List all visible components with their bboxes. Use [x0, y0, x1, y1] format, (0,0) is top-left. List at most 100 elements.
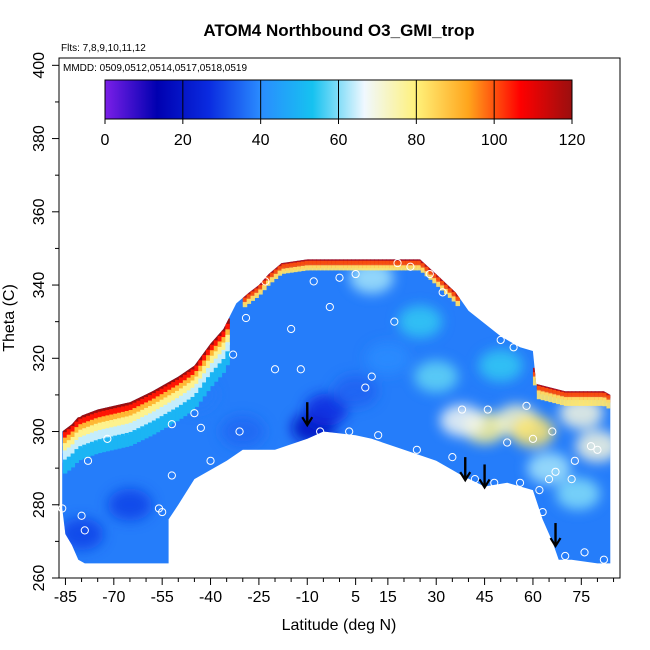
field-top-band [221, 359, 226, 373]
field-top-band [167, 395, 172, 406]
field-top-band [109, 427, 114, 440]
sample-point [241, 313, 251, 323]
field-top-band [209, 355, 215, 366]
field-top-band [155, 385, 161, 394]
field-top-band [351, 260, 356, 269]
field-top-band [221, 337, 226, 346]
field-top-band [217, 335, 223, 345]
field-top-band [151, 387, 157, 396]
field-blob [414, 360, 459, 393]
field-top-band [186, 390, 192, 403]
field-top-band [62, 437, 68, 447]
field-top-band [374, 265, 379, 271]
sample-point [483, 405, 492, 414]
field-top-band [62, 426, 68, 436]
field-top-band [606, 390, 611, 399]
flight-arrow [478, 464, 491, 490]
field-top-band [351, 265, 356, 271]
field-top-band [78, 424, 83, 433]
field-top-band [579, 392, 584, 401]
field-top-band [190, 369, 196, 378]
field-top-band [171, 387, 176, 396]
field-top-band [182, 402, 188, 417]
field-top-band [93, 440, 99, 455]
field-top-band [140, 426, 145, 441]
field-top-band [128, 409, 134, 419]
field-top-band [198, 365, 203, 375]
field-top-band [556, 390, 561, 399]
field-blob [556, 477, 601, 510]
field-top-band [443, 284, 449, 292]
field-top-band [213, 334, 219, 344]
field-top-band [378, 265, 383, 271]
field-top-band [159, 394, 165, 403]
field-top-band [347, 260, 352, 269]
field-blob [440, 404, 485, 437]
sample-point [167, 471, 176, 480]
sample-point [261, 277, 270, 286]
y-tick-label: 340 [31, 272, 48, 299]
field-blob [62, 518, 104, 551]
field-top-band [101, 429, 107, 442]
field-top-band [405, 265, 410, 271]
sample-point [351, 269, 360, 279]
sample-point [374, 431, 383, 440]
field-top-band [206, 360, 211, 371]
sample-point [180, 500, 189, 509]
field-top-band [436, 281, 441, 287]
field-top-band [147, 413, 153, 426]
field-top-band [93, 423, 99, 435]
field-top-band [579, 397, 584, 406]
field-top-band [213, 340, 219, 349]
field-top-band [113, 435, 118, 450]
sample-point [167, 420, 176, 429]
field-top-band [213, 367, 219, 382]
field-top-band [217, 363, 223, 378]
sample-point [457, 405, 467, 414]
field-top-band [209, 339, 215, 348]
field-top-band [182, 393, 188, 406]
field-top-band [563, 397, 569, 406]
sample-point [316, 427, 325, 436]
field-top-band [78, 437, 83, 450]
field-top-band [583, 388, 588, 396]
field-top-band [163, 380, 168, 390]
field-top-band [97, 422, 103, 433]
field-top-band [217, 346, 223, 358]
field-top-band [540, 391, 546, 401]
field-top-band [171, 382, 176, 391]
sample-point [325, 302, 334, 312]
field-top-band [198, 371, 203, 382]
field-top-band [144, 415, 149, 428]
field-top-band [217, 354, 223, 367]
field-top-band [281, 259, 286, 268]
field-top-band [225, 323, 230, 333]
field-top-band [567, 397, 573, 406]
field-top-band [339, 265, 344, 271]
field-top-band [136, 395, 141, 404]
field-blob [333, 375, 378, 408]
x-axis: -85 -70 -55 -40 -25 -10 5 15 30 45 60 75 [54, 578, 615, 606]
field-top-band [552, 385, 557, 393]
field-top-band [225, 334, 230, 346]
field-top-band [277, 270, 283, 276]
sample-point [593, 445, 602, 454]
sample-point [67, 390, 76, 400]
field-top-band [397, 265, 403, 271]
field-top-band [128, 404, 134, 413]
field-top-band [424, 266, 430, 275]
field-top-band [206, 344, 211, 353]
field-top-band [132, 408, 137, 417]
field-top-band [242, 297, 248, 305]
field-top-band [606, 395, 611, 403]
field-top-band [186, 383, 192, 394]
field-top-band [74, 439, 79, 453]
field-top-band [136, 406, 141, 415]
field-top-band [109, 420, 114, 431]
field-top-band [132, 397, 137, 406]
field-top-band [262, 280, 267, 288]
field-top-band [221, 326, 226, 335]
field-top-band [136, 411, 141, 422]
field-top-band [556, 395, 561, 405]
field-top-band [151, 404, 157, 415]
